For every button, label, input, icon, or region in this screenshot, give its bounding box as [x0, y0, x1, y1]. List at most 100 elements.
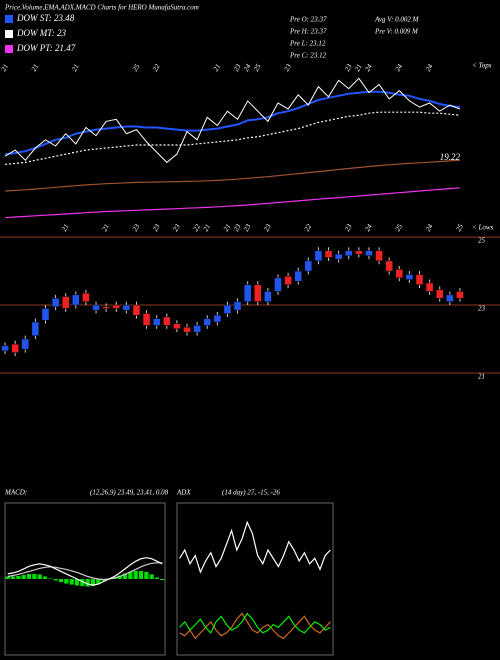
candle-body: [82, 292, 90, 302]
histogram-bar: [160, 579, 165, 581]
series-line: [179, 520, 331, 574]
histogram-bar: [21, 574, 26, 579]
candle-body: [415, 274, 424, 285]
candle-body: [334, 253, 343, 260]
page-title: Price,Volume,EMA,ADX,MACD Charts for HER…: [4, 4, 199, 12]
candle-body: [72, 294, 80, 306]
series-line: [5, 187, 460, 219]
x-tick-label: 25: [131, 62, 142, 72]
histogram-bar: [37, 574, 42, 579]
histogram-bar: [48, 578, 53, 579]
candle-body: [304, 260, 313, 272]
histogram-bar: [32, 573, 37, 579]
candle-body: [61, 296, 70, 309]
y-tick-label: 21: [478, 373, 485, 381]
candle-body: [51, 297, 60, 307]
candle-body: [203, 318, 212, 326]
x-tick-label: 23: [232, 222, 243, 232]
quote-text: Pre C: 23.12: [289, 52, 327, 60]
histogram-bar: [154, 577, 160, 579]
candle-body: [41, 308, 50, 321]
quote-text: Pre L: 23.12: [289, 40, 326, 48]
x-tick-label: 22: [151, 62, 162, 72]
x-tick-label: 21: [222, 223, 232, 233]
histogram-bar: [90, 579, 96, 587]
legend-swatch: [5, 30, 13, 38]
x-tick-label: 24: [424, 222, 435, 232]
series-line: [5, 159, 460, 192]
candle-body: [405, 274, 414, 280]
histogram-bar: [16, 575, 21, 579]
x-tick-label: 21: [353, 63, 363, 73]
x-tick-label: 23: [131, 222, 142, 232]
candle-body: [243, 284, 252, 302]
x-tick-label: 25: [454, 222, 465, 232]
x-tick-label: 24: [394, 62, 405, 72]
histogram-bar: [149, 574, 154, 579]
histogram-bar: [117, 575, 122, 579]
panel-title: MACD:: [4, 489, 27, 497]
panel-title: ADX: [176, 489, 191, 497]
x-tick-label: 24: [363, 62, 374, 72]
candle-body: [344, 250, 353, 257]
series-line: [179, 612, 331, 634]
candle-body: [365, 250, 373, 257]
candle-body: [264, 291, 272, 302]
histogram-bar: [10, 576, 16, 579]
candle-body: [11, 343, 19, 353]
histogram-bar: [138, 570, 144, 579]
candle-body: [425, 282, 434, 292]
x-tick-label: 23: [343, 222, 354, 232]
x-tick-label: 21: [30, 63, 40, 73]
x-tick-label: 21: [60, 223, 70, 233]
legend-swatch: [5, 45, 13, 53]
annotation: 19.22: [440, 152, 461, 162]
price-line: [4, 77, 461, 164]
candle-body: [324, 250, 333, 258]
macd-frame: [4, 502, 166, 656]
histogram-bar: [128, 571, 133, 579]
volume-text: Avg V: 0.002 M: [374, 16, 420, 24]
quote-text: Pre H: 23.37: [289, 28, 327, 36]
candle-body: [284, 275, 292, 285]
candle-body: [92, 304, 100, 311]
x-tick-label: 24: [363, 222, 374, 232]
x-tick-label: 22: [303, 222, 314, 232]
series-line: [179, 612, 331, 640]
histogram-bar: [85, 579, 90, 587]
x-tick-label: 23: [343, 62, 354, 72]
legend-label: DOW ST: 23.48: [16, 13, 75, 23]
candle-body: [233, 301, 242, 311]
x-tick-label: 23: [232, 62, 243, 72]
candle-body: [152, 318, 161, 326]
candle-body: [122, 304, 131, 311]
histogram-bar: [58, 579, 64, 583]
candle-body: [446, 294, 454, 302]
candle-body: [173, 323, 181, 330]
histogram-bar: [69, 579, 74, 585]
y-tick-label: 25: [478, 237, 486, 245]
x-tick-label: 25: [394, 222, 405, 232]
annotation: < Tops: [472, 62, 492, 70]
histogram-bar: [64, 579, 69, 584]
volume-text: Pre V: 0.009 M: [374, 28, 419, 36]
y-tick-label: 23: [478, 305, 486, 313]
annotation: < Lows: [472, 224, 494, 232]
candle-body: [1, 345, 9, 352]
histogram-bar: [26, 573, 32, 579]
legend-label: DOW PT: 21.47: [16, 43, 76, 53]
candle-body: [31, 321, 40, 336]
histogram-bar: [5, 576, 10, 579]
candle-body: [163, 316, 171, 326]
candle-body: [355, 250, 363, 255]
candle-body: [223, 304, 232, 314]
histogram-bar: [96, 579, 101, 585]
candle-body: [21, 338, 30, 350]
legend-swatch: [5, 15, 13, 23]
series-line: [7, 557, 163, 586]
quote-text: Pre O: 23.37: [289, 16, 327, 24]
histogram-bar: [144, 571, 149, 579]
candle-body: [385, 260, 393, 272]
x-tick-label: 23: [171, 222, 182, 232]
